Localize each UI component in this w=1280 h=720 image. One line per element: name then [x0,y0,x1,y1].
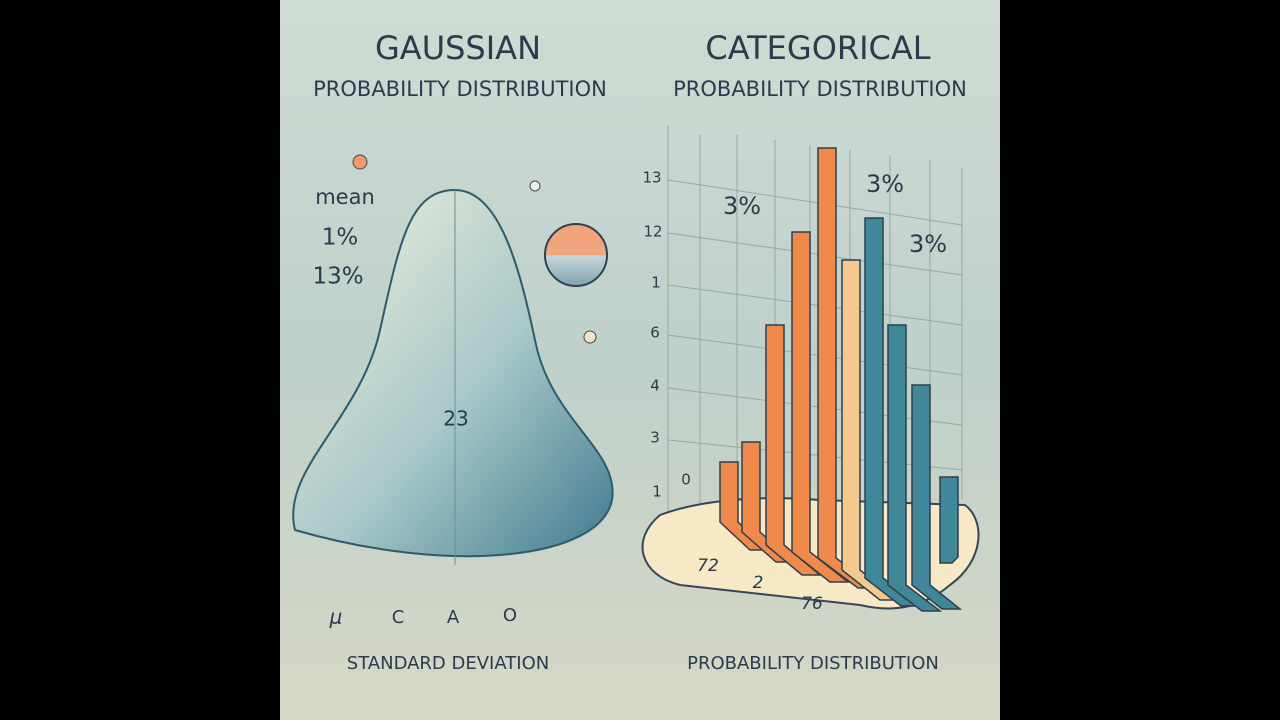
dot [352,154,368,170]
right-title: CATEGORICAL [705,29,930,67]
bars [719,147,963,612]
label: 1% [322,225,359,251]
bell-curve [292,188,614,558]
label: 13% [312,264,363,290]
sphere [544,223,608,287]
axis-label: 0 [681,471,691,489]
axis-label: 6 [650,324,660,342]
center-label: 23 [443,407,468,431]
symbol: A [447,607,460,628]
right-footer: PROBABILITY DISTRIBUTION [687,653,939,674]
dot [583,330,597,344]
axis-label: 1 [652,483,662,501]
dot [529,180,541,192]
base-label: 76 [801,594,823,614]
left-subtitle: PROBABILITY DISTRIBUTION [313,77,607,101]
right-subtitle: PROBABILITY DISTRIBUTION [673,77,967,101]
axis-label: 4 [650,377,660,395]
axis-label: 3 [650,429,660,447]
axis-label: 13 [642,169,661,187]
axis-label: 1 [651,274,661,292]
symbol: C [392,607,405,628]
percent-label: 3% [909,230,947,258]
base-label: 72 [697,556,719,576]
symbol: O [503,605,517,626]
label: mean [315,185,375,209]
left-footer: STANDARD DEVIATION [347,653,549,674]
percent-label: 3% [866,170,904,198]
percent-label: 3% [723,192,761,220]
base-label: 2 [753,573,764,593]
left-title: GAUSSIAN [375,29,541,67]
symbol: μ [329,605,343,629]
axis-label: 12 [643,223,662,241]
